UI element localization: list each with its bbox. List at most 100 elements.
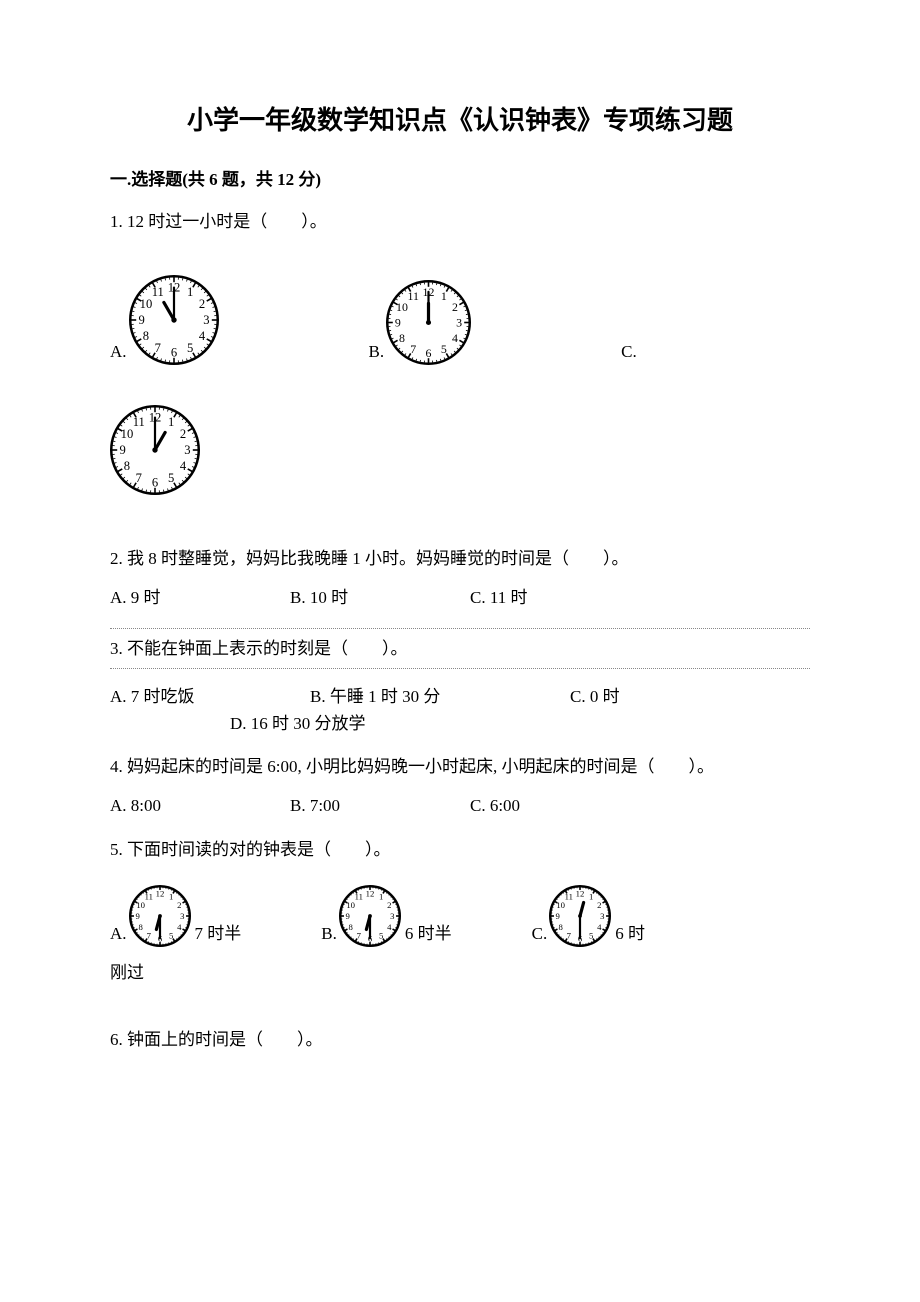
svg-text:3: 3 xyxy=(600,911,604,921)
q1-text: 1. 12 时过一小时是（ ）。 xyxy=(110,208,810,235)
svg-text:2: 2 xyxy=(387,900,391,910)
svg-text:10: 10 xyxy=(121,427,134,441)
svg-text:4: 4 xyxy=(387,922,392,932)
svg-text:2: 2 xyxy=(180,427,186,441)
svg-text:7: 7 xyxy=(567,930,572,940)
svg-text:11: 11 xyxy=(408,289,420,303)
svg-text:2: 2 xyxy=(177,900,181,910)
svg-text:4: 4 xyxy=(198,329,205,343)
q3-optD: D. 16 时 30 分放学 xyxy=(230,710,366,737)
q5-clock-a: 123456789101112 xyxy=(129,885,191,947)
svg-text:11: 11 xyxy=(133,415,145,429)
svg-text:9: 9 xyxy=(345,911,349,921)
question-1: 1. 12 时过一小时是（ ）。 A. 123456789101112 B. 1… xyxy=(110,208,810,495)
q5-afterB: 6 时半 xyxy=(405,920,452,947)
q3-optA: A. 7 时吃饭 xyxy=(110,683,310,710)
q5-afterC: 6 时 xyxy=(615,920,645,947)
q5-optB-label: B. xyxy=(321,920,337,947)
q1-options-row1: A. 123456789101112 B. 123456789101112 C. xyxy=(110,275,810,365)
svg-text:4: 4 xyxy=(452,331,458,345)
q1-clock-c: 123456789101112 xyxy=(110,405,200,495)
svg-text:3: 3 xyxy=(456,316,462,330)
svg-text:9: 9 xyxy=(119,443,125,457)
svg-text:5: 5 xyxy=(168,471,174,485)
q1-optC-label: C. xyxy=(621,338,637,365)
svg-text:7: 7 xyxy=(154,341,160,355)
svg-text:8: 8 xyxy=(142,329,148,343)
svg-text:11: 11 xyxy=(151,285,163,299)
q3-optB: B. 午睡 1 时 30 分 xyxy=(310,683,570,710)
q2-optB: B. 10 时 xyxy=(290,584,470,611)
svg-text:9: 9 xyxy=(135,911,139,921)
svg-text:4: 4 xyxy=(180,459,187,473)
svg-text:1: 1 xyxy=(169,891,173,901)
svg-text:10: 10 xyxy=(139,297,152,311)
svg-text:12: 12 xyxy=(576,888,585,898)
svg-text:12: 12 xyxy=(155,888,164,898)
svg-text:6: 6 xyxy=(426,346,432,360)
q1-optA-label: A. xyxy=(110,338,127,365)
svg-text:11: 11 xyxy=(565,891,573,901)
q5-clock-b: 123456789101112 xyxy=(339,885,401,947)
svg-text:11: 11 xyxy=(355,891,363,901)
svg-text:5: 5 xyxy=(187,341,193,355)
q2-text: 2. 我 8 时整睡觉，妈妈比我晚睡 1 小时。妈妈睡觉的时间是（ ）。 xyxy=(110,545,810,572)
q5-clock-c: 123456789101112 xyxy=(549,885,611,947)
q1-clock-b: 123456789101112 xyxy=(386,280,471,365)
svg-text:5: 5 xyxy=(169,930,173,940)
svg-text:3: 3 xyxy=(390,911,394,921)
q1-clock-a: 123456789101112 xyxy=(129,275,219,365)
q3-options: A. 7 时吃饭 B. 午睡 1 时 30 分 C. 0 时 xyxy=(110,683,810,710)
q5-options-row: A. 123456789101112 7 时半 B. 1234567891011… xyxy=(110,885,810,947)
svg-text:5: 5 xyxy=(589,930,593,940)
q5-optC-label: C. xyxy=(532,920,548,947)
svg-text:7: 7 xyxy=(410,342,416,356)
svg-text:9: 9 xyxy=(556,911,560,921)
svg-text:2: 2 xyxy=(597,900,601,910)
svg-text:1: 1 xyxy=(187,285,193,299)
q2-optA: A. 9 时 xyxy=(110,584,290,611)
q1-options-row2: 123456789101112 xyxy=(110,405,810,495)
q4-options: A. 8:00 B. 7:00 C. 6:00 xyxy=(110,792,810,819)
section-header: 一.选择题(共 6 题，共 12 分) xyxy=(110,165,810,190)
svg-text:8: 8 xyxy=(399,331,405,345)
q1-optB-label: B. xyxy=(369,338,385,365)
q4-text: 4. 妈妈起床的时间是 6:00, 小明比妈妈晚一小时起床, 小明起床的时间是（… xyxy=(110,753,810,780)
q5-trailing: 刚过 xyxy=(110,959,810,986)
page-title: 小学一年级数学知识点《认识钟表》专项练习题 xyxy=(110,100,810,137)
question-3: 3. 不能在钟面上表示的时刻是（ ）。 A. 7 时吃饭 B. 午睡 1 时 3… xyxy=(110,628,810,738)
svg-text:7: 7 xyxy=(136,471,142,485)
svg-text:9: 9 xyxy=(138,313,144,327)
q2-options: A. 9 时 B. 10 时 C. 11 时 xyxy=(110,584,810,611)
svg-text:3: 3 xyxy=(184,443,190,457)
svg-text:11: 11 xyxy=(144,891,152,901)
question-2: 2. 我 8 时整睡觉，妈妈比我晚睡 1 小时。妈妈睡觉的时间是（ ）。 A. … xyxy=(110,545,810,611)
q5-optA-label: A. xyxy=(110,920,127,947)
q5-afterA: 7 时半 xyxy=(195,920,242,947)
svg-text:1: 1 xyxy=(379,891,383,901)
q4-optC: C. 6:00 xyxy=(470,792,520,819)
svg-text:8: 8 xyxy=(348,922,352,932)
svg-text:8: 8 xyxy=(138,922,142,932)
svg-text:1: 1 xyxy=(589,891,593,901)
q2-optC: C. 11 时 xyxy=(470,584,527,611)
svg-text:3: 3 xyxy=(180,911,184,921)
svg-text:1: 1 xyxy=(168,415,174,429)
q3-options-2: D. 16 时 30 分放学 xyxy=(110,710,810,737)
svg-text:5: 5 xyxy=(379,930,383,940)
svg-text:9: 9 xyxy=(395,316,401,330)
q4-optB: B. 7:00 xyxy=(290,792,470,819)
question-6: 6. 钟面上的时间是（ ）。 xyxy=(110,1026,810,1053)
svg-text:5: 5 xyxy=(441,342,447,356)
svg-text:1: 1 xyxy=(441,289,447,303)
q3-text: 3. 不能在钟面上表示的时刻是（ ）。 xyxy=(110,628,810,669)
svg-text:8: 8 xyxy=(559,922,563,932)
question-4: 4. 妈妈起床的时间是 6:00, 小明比妈妈晚一小时起床, 小明起床的时间是（… xyxy=(110,753,810,819)
svg-text:7: 7 xyxy=(146,930,151,940)
svg-text:10: 10 xyxy=(396,300,408,314)
q3-optC: C. 0 时 xyxy=(570,683,620,710)
q5-text: 5. 下面时间读的对的钟表是（ ）。 xyxy=(110,836,810,863)
question-5: 5. 下面时间读的对的钟表是（ ）。 A. 123456789101112 7 … xyxy=(110,836,810,986)
svg-text:2: 2 xyxy=(452,300,458,314)
q4-optA: A. 8:00 xyxy=(110,792,290,819)
